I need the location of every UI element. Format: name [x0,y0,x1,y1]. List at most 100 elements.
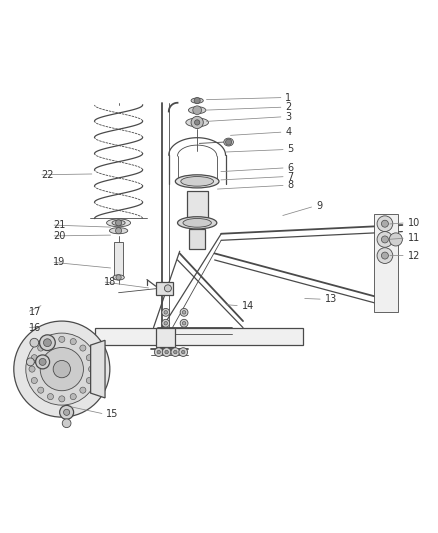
Text: 19: 19 [53,257,65,267]
Ellipse shape [177,217,217,229]
Circle shape [157,350,160,354]
Circle shape [31,377,37,384]
Circle shape [38,345,44,351]
Ellipse shape [186,118,208,127]
Circle shape [116,220,122,226]
Circle shape [389,233,403,246]
Circle shape [80,345,86,351]
Circle shape [377,248,393,263]
Text: 22: 22 [41,170,53,180]
Circle shape [14,321,110,417]
Circle shape [62,419,71,427]
Text: 4: 4 [286,127,292,137]
Circle shape [164,321,167,325]
Circle shape [193,106,201,115]
Circle shape [377,216,393,231]
Circle shape [194,120,200,125]
Circle shape [31,354,37,361]
Circle shape [29,366,35,372]
Text: 10: 10 [408,218,420,228]
Text: 17: 17 [28,308,41,317]
Circle shape [179,348,187,357]
Text: 14: 14 [242,301,254,311]
Circle shape [164,285,171,292]
Circle shape [30,338,39,347]
Circle shape [194,98,200,103]
Ellipse shape [224,138,233,146]
Text: 1: 1 [286,93,292,102]
Circle shape [70,338,76,345]
Circle shape [43,339,51,346]
Bar [114,243,124,277]
Ellipse shape [181,176,214,186]
Circle shape [180,319,188,327]
Text: 6: 6 [288,163,293,173]
Ellipse shape [175,175,219,188]
Circle shape [39,335,55,351]
Text: 2: 2 [286,102,292,112]
Text: 13: 13 [325,294,337,304]
Polygon shape [91,340,105,398]
Circle shape [162,319,170,327]
Circle shape [164,311,167,314]
Ellipse shape [191,98,203,103]
Circle shape [47,338,53,345]
Text: 12: 12 [408,251,420,261]
Ellipse shape [183,219,212,227]
Circle shape [35,355,49,369]
Text: 20: 20 [53,231,65,241]
Circle shape [59,396,65,402]
Text: 15: 15 [106,409,119,419]
Text: 7: 7 [288,172,294,182]
Circle shape [377,231,393,247]
Circle shape [80,387,86,393]
Circle shape [226,139,232,145]
Circle shape [181,350,185,354]
Circle shape [86,354,92,361]
Text: 9: 9 [316,201,322,211]
Circle shape [60,405,74,419]
Circle shape [381,236,389,243]
Circle shape [39,358,46,366]
Polygon shape [374,214,398,312]
Bar [155,282,173,295]
Circle shape [180,309,188,316]
Circle shape [47,393,53,400]
Circle shape [59,336,65,342]
Circle shape [26,333,98,405]
Circle shape [40,348,83,391]
Circle shape [191,116,203,128]
Circle shape [173,350,177,354]
Text: 21: 21 [53,220,65,230]
Bar [187,191,208,223]
Text: 11: 11 [408,233,420,243]
Ellipse shape [188,107,206,114]
Bar [95,328,303,345]
Circle shape [182,311,186,314]
Text: 3: 3 [286,112,292,122]
Bar [155,328,175,348]
Circle shape [381,252,389,259]
Text: 5: 5 [288,144,294,155]
Circle shape [162,348,171,357]
Circle shape [162,309,170,316]
Circle shape [165,350,168,354]
Ellipse shape [106,219,131,227]
Text: 18: 18 [104,277,117,287]
Circle shape [38,387,44,393]
Circle shape [64,409,70,415]
Circle shape [116,228,122,234]
Circle shape [116,275,121,280]
Ellipse shape [113,275,124,280]
Text: 8: 8 [288,180,293,190]
Circle shape [88,366,95,372]
Circle shape [70,393,76,400]
Circle shape [381,220,389,227]
Circle shape [171,348,180,357]
Circle shape [86,377,92,384]
Circle shape [182,321,186,325]
Ellipse shape [112,220,125,225]
Circle shape [53,360,71,378]
Circle shape [154,348,163,357]
Text: 16: 16 [28,322,41,333]
